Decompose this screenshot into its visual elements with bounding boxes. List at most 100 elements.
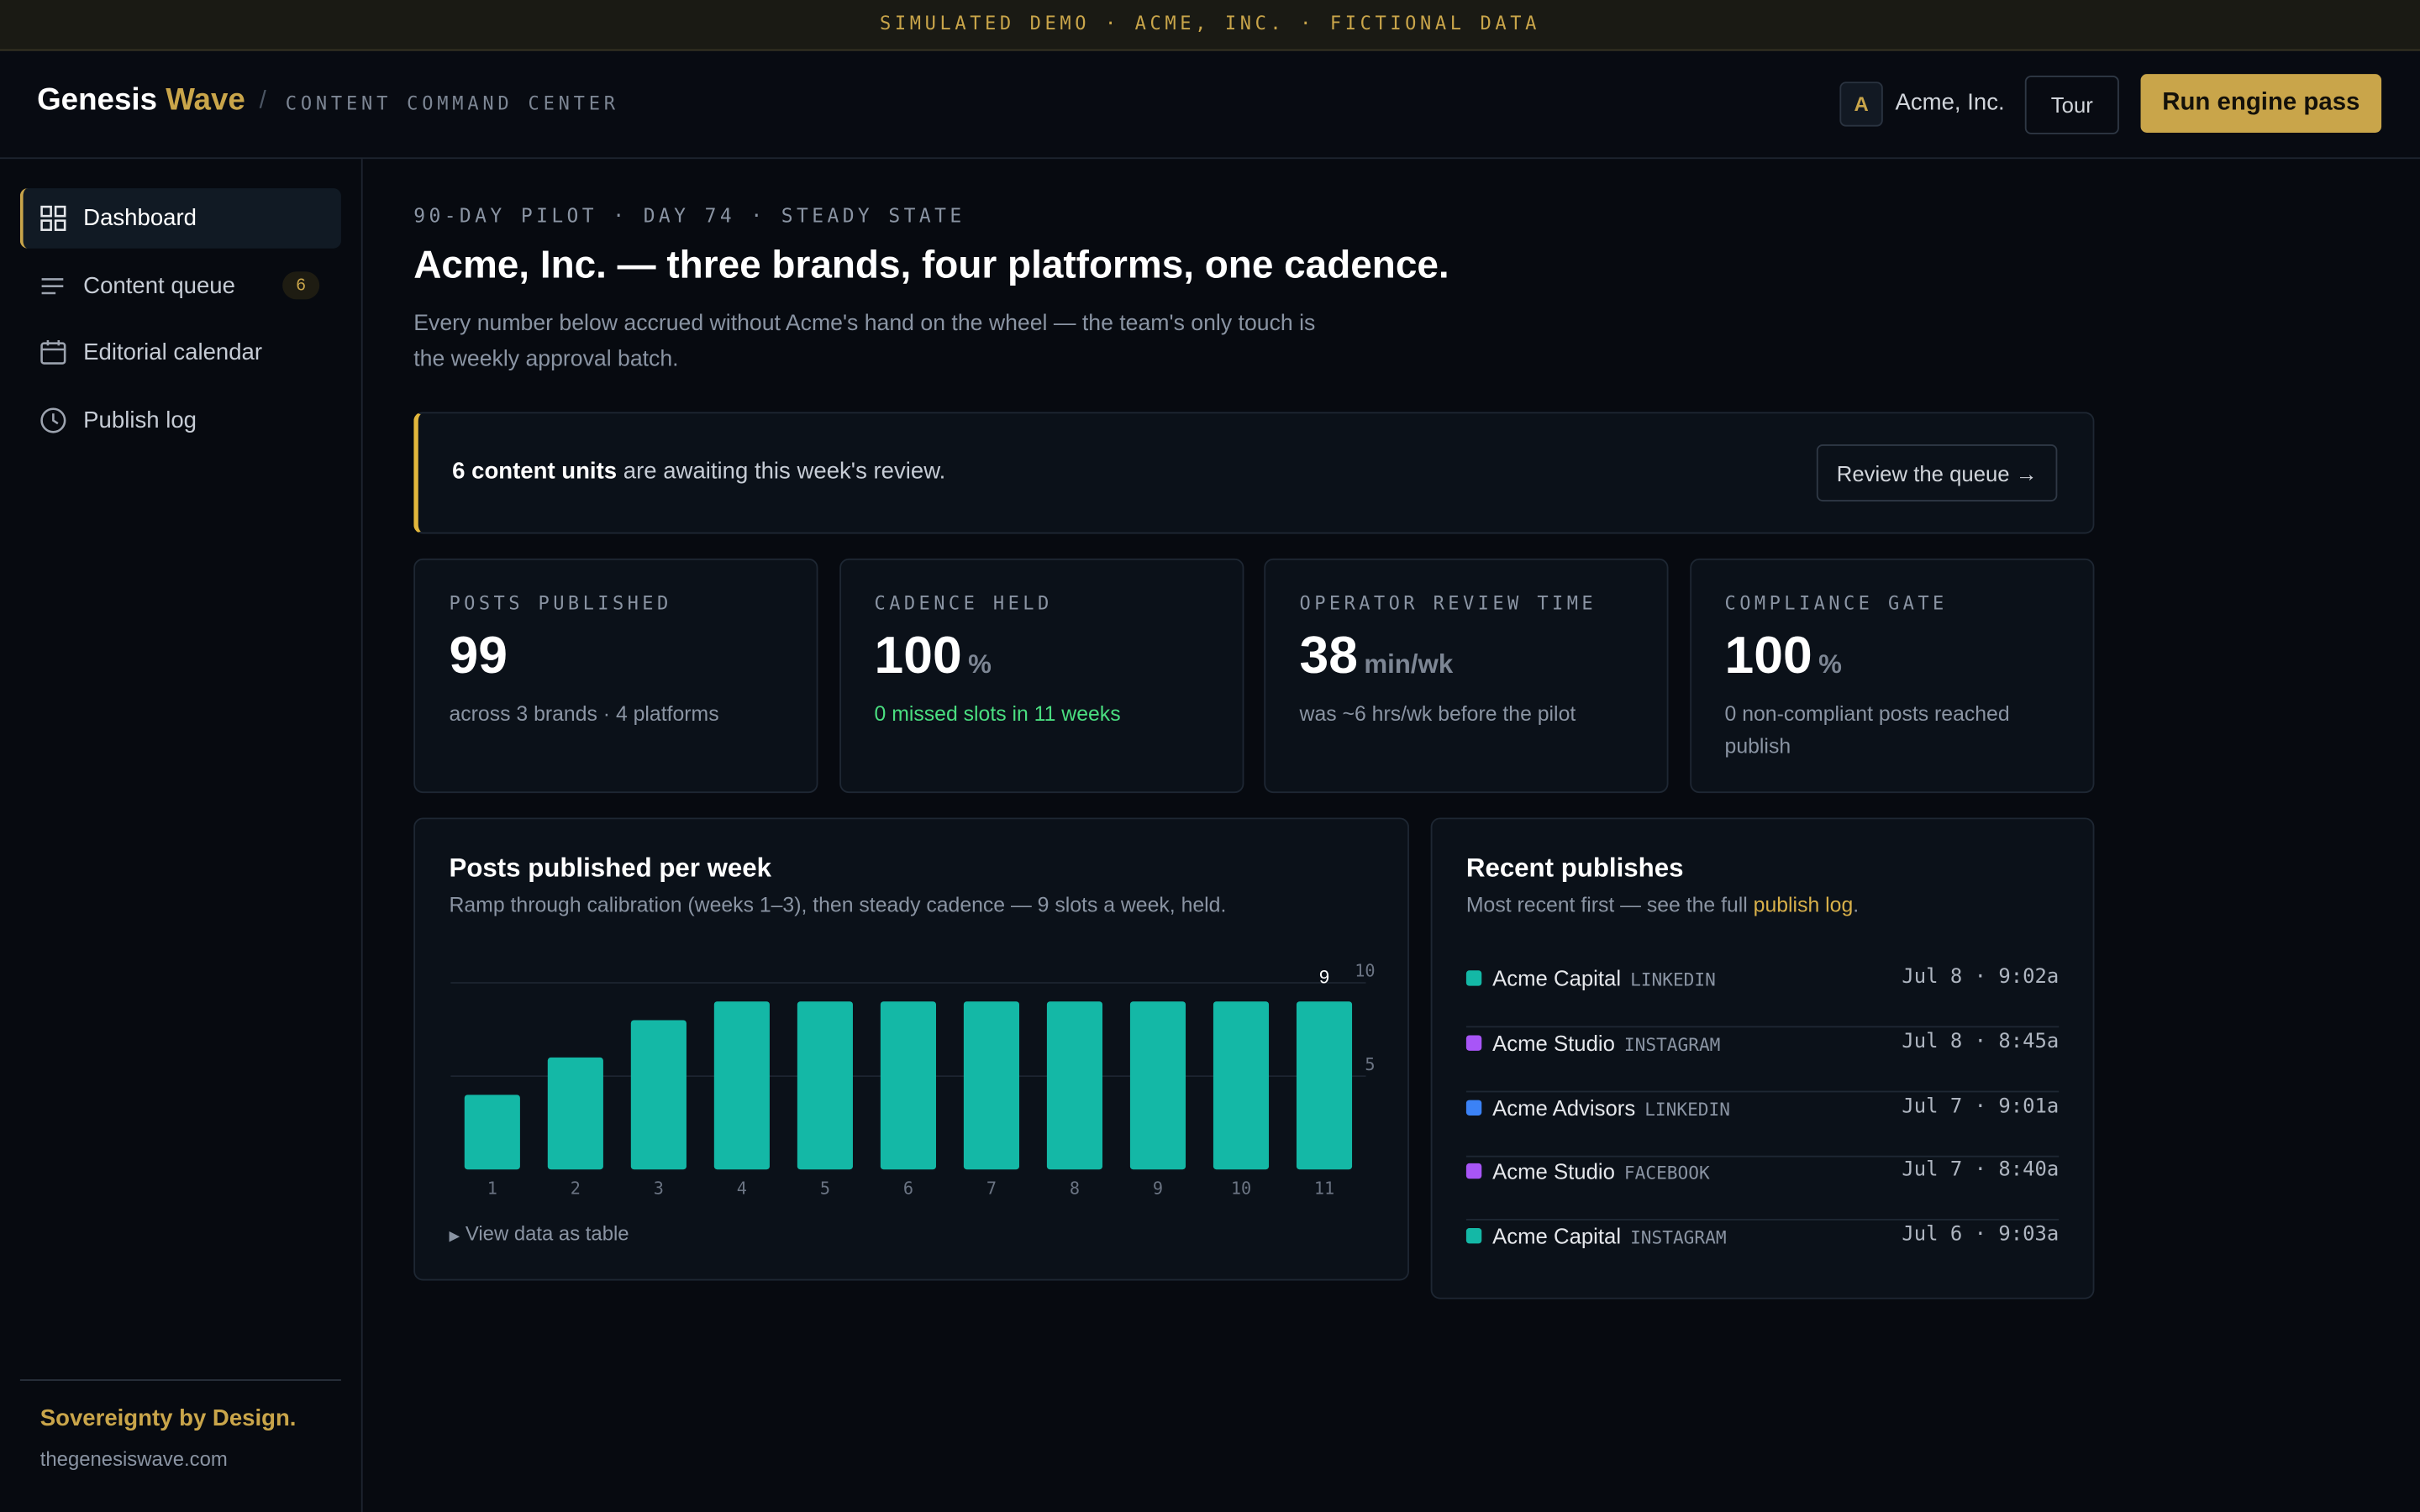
table-toggle-label[interactable]: View data as table — [465, 1221, 629, 1246]
x-tick-label: 5 — [820, 1179, 830, 1199]
recent-brand: Acme Studio — [1492, 1030, 1615, 1055]
chart-subtitle: Ramp through calibration (weeks 1–3), th… — [449, 893, 1227, 917]
stat-card: POSTS PUBLISHED 99 across 3 brands · 4 pla… — [413, 558, 818, 794]
bar — [1046, 1001, 1103, 1170]
account-name[interactable]: Acme, Inc. — [1895, 89, 2005, 116]
section-title: CONTENT COMMAND CENTER — [285, 92, 619, 114]
alert-body: are awaiting this week's review. — [617, 458, 946, 485]
recent-name: Acme Capital INSTAGRAM — [1492, 1224, 1726, 1252]
site-url[interactable]: thegenesiswave.com — [39, 1446, 228, 1471]
recent-brand: Acme Capital — [1492, 965, 1622, 991]
bar — [1129, 1001, 1186, 1170]
brand-dot — [1465, 1228, 1482, 1244]
header — [0, 50, 2420, 160]
stat-value-row: 38 min/wk — [1300, 627, 1454, 687]
recent-platform: INSTAGRAM — [1623, 1033, 1721, 1055]
recent-row[interactable]: Acme Capital INSTAGRAM Jul 6 · 9:03a — [1465, 1219, 2060, 1284]
recent-name: Acme Capital LINKEDIN — [1492, 966, 1716, 994]
x-tick-label: 4 — [737, 1179, 747, 1199]
nav-label[interactable]: Publish log — [83, 407, 197, 434]
chart: 5 10 1 2 3 4 5 6 7 8 9 10 11 9 — [450, 961, 1376, 1199]
nav-icon — [40, 205, 66, 231]
cta-button[interactable]: Run engine pass — [2140, 74, 2382, 133]
recent-brand: Acme Advisors — [1492, 1095, 1636, 1120]
recent-name: Acme Studio FACEBOOK — [1492, 1159, 1710, 1187]
nav-item[interactable]: Editorial calendar — [20, 323, 341, 384]
stat-label: OPERATOR REVIEW TIME — [1299, 592, 1597, 615]
stat-unit: min/wk — [1364, 649, 1454, 680]
nav-item[interactable]: Content queue 6 — [20, 255, 341, 316]
brand-dot — [1465, 1163, 1482, 1179]
nav-label[interactable]: Dashboard — [83, 205, 197, 232]
recent-subtitle-pre: Most recent first — see the full — [1465, 893, 1754, 917]
nav-badge: 6 — [282, 270, 320, 299]
chart-panel: Posts published per week Ramp through ca… — [413, 817, 1409, 1281]
bar — [1296, 1001, 1353, 1170]
recent-brand: Acme Capital — [1492, 1223, 1622, 1249]
bar — [713, 1001, 770, 1170]
brand-dot — [1465, 970, 1482, 986]
publish-log-link[interactable]: publish log — [1753, 893, 1854, 917]
brand-dot — [1465, 1035, 1482, 1051]
logo-genesis: Genesis — [37, 83, 158, 118]
stat-value: 100 — [1724, 626, 1812, 685]
nav-label[interactable]: Content queue — [83, 272, 235, 299]
stat-note: 0 missed slots in 11 weeks — [874, 701, 1121, 726]
nav-icon — [40, 340, 66, 365]
recent-time: Jul 8 · 9:02a — [1902, 965, 2060, 990]
logo: Genesis Wave — [37, 83, 245, 118]
recent-brand: Acme Studio — [1492, 1159, 1615, 1184]
banner — [0, 0, 2420, 51]
x-tick-label: 11 — [1314, 1179, 1334, 1199]
recent-time: Jul 6 · 9:03a — [1902, 1223, 2060, 1247]
nav-label[interactable]: Editorial calendar — [83, 339, 263, 367]
bar — [880, 1001, 936, 1170]
x-tick-label: 3 — [654, 1179, 664, 1199]
y-tick-label: 10 — [1355, 961, 1375, 981]
avatar: A — [1839, 81, 1883, 127]
brand-dot — [1465, 1099, 1482, 1116]
alert — [413, 412, 2095, 534]
recent-panel: Recent publishes Most recent first — see… — [1430, 817, 2095, 1299]
stat-card: COMPLIANCE GATE 100% 0 non-compliant posts… — [1689, 558, 2094, 794]
recent-subtitle: Most recent first — see the full publish… — [1466, 893, 1859, 916]
bar — [963, 1001, 1019, 1170]
recent-time: Jul 7 · 8:40a — [1902, 1159, 2060, 1183]
recent-time: Jul 8 · 8:45a — [1902, 1030, 2060, 1054]
recent-platform: LINKEDIN — [1630, 969, 1716, 991]
x-tick-label: 7 — [986, 1179, 997, 1199]
y-tick-label: 5 — [1365, 1054, 1375, 1074]
stat-card: OPERATOR REVIEW TIME 38 min/wk was ~6 hrs/w… — [1264, 558, 1669, 794]
sidebar — [0, 159, 363, 1512]
stat-label: COMPLIANCE GATE — [1724, 592, 1948, 615]
tour-button[interactable]: Tour — [2024, 76, 2119, 134]
nav-icon — [40, 407, 66, 433]
separator: / — [259, 87, 266, 114]
stat-note: across 3 brands · 4 platforms — [449, 701, 719, 726]
alert-strong: 6 content units — [452, 458, 618, 485]
nav-item[interactable]: Dashboard — [19, 188, 341, 249]
recent-time: Jul 7 · 9:01a — [1902, 1095, 2060, 1118]
recent-row[interactable]: Acme Advisors LINKEDIN Jul 7 · 9:01a — [1465, 1090, 2060, 1157]
stat-unit: % — [968, 649, 992, 680]
tagline: Sovereignty by Design. — [39, 1405, 297, 1432]
recent-row[interactable]: Acme Capital LINKEDIN Jul 8 · 9:02a — [1465, 961, 2060, 1028]
stat-value-row: 100% — [1725, 627, 1842, 687]
recent-title: Recent publishes — [1465, 853, 1684, 883]
stat-value-row: 99 — [449, 627, 507, 687]
chart-title: Posts published per week — [449, 853, 771, 883]
table-toggle[interactable]: ▶ View data as table — [449, 1221, 629, 1246]
alert-text: 6 content units are awaiting this week's… — [452, 459, 945, 485]
stat-value: 99 — [449, 626, 508, 685]
stat-label: CADENCE HELD — [874, 592, 1053, 615]
recent-platform: LINKEDIN — [1644, 1098, 1730, 1120]
review-button[interactable]: Review the queue → — [1816, 444, 2058, 501]
nav-item[interactable]: Publish log — [20, 391, 341, 451]
stat-note: was ~6 hrs/wk before the pilot — [1299, 701, 1576, 726]
recent-row[interactable]: Acme Studio INSTAGRAM Jul 8 · 8:45a — [1465, 1026, 2060, 1093]
x-tick-label: 10 — [1231, 1179, 1251, 1199]
recent-name: Acme Advisors LINKEDIN — [1492, 1095, 1730, 1122]
data-label: 9 — [1319, 967, 1329, 988]
recent-row[interactable]: Acme Studio FACEBOOK Jul 7 · 8:40a — [1465, 1155, 2060, 1221]
